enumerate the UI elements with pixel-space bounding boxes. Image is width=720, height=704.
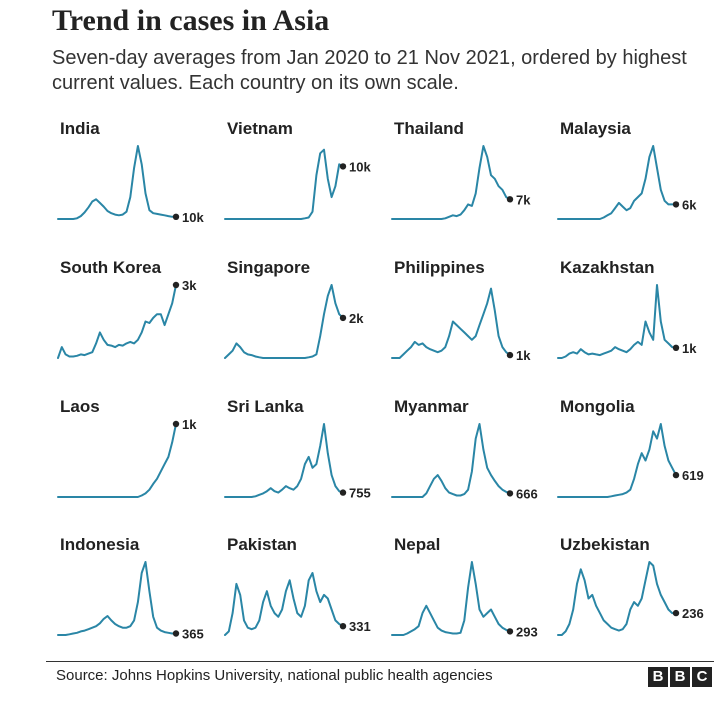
panel-name: Pakistan <box>227 535 297 554</box>
panel-uzbekistan: Uzbekistan 236 <box>557 535 704 636</box>
series-line <box>224 284 344 359</box>
chart-subtitle: Seven-day averages from Jan 2020 to 21 N… <box>52 47 687 94</box>
current-value-dot <box>172 420 180 428</box>
series-line <box>391 423 511 498</box>
bbc-logo: B B C <box>648 667 712 687</box>
current-value-label: 10k <box>182 210 204 225</box>
panel-vietnam: Vietnam 10k <box>224 119 371 220</box>
current-value-label: 6k <box>682 197 697 212</box>
current-value-label: 365 <box>182 627 204 642</box>
current-value-dot <box>672 609 680 617</box>
series-line <box>224 423 344 498</box>
panel-name: Mongolia <box>560 397 635 416</box>
current-value-dot <box>339 489 347 496</box>
panel-name: Vietnam <box>227 119 293 138</box>
panel-name: India <box>60 119 100 138</box>
panel-name: Singapore <box>227 258 310 277</box>
panel-name: Malaysia <box>560 119 631 138</box>
series-line <box>557 284 677 359</box>
series-line <box>224 148 344 220</box>
source-note: Source: Johns Hopkins University, nation… <box>56 667 493 684</box>
current-value-label: 331 <box>349 619 371 634</box>
current-value-label: 1k <box>516 348 531 363</box>
current-value-label: 236 <box>682 606 704 621</box>
current-value-dot <box>672 471 680 479</box>
current-value-dot <box>172 630 180 637</box>
panel-kazakhstan: Kazakhstan 1k <box>557 258 697 359</box>
current-value-dot <box>172 213 180 220</box>
current-value-label: 1k <box>682 341 697 356</box>
current-value-dot <box>672 201 680 208</box>
series-line <box>57 284 177 359</box>
footer-divider <box>46 661 714 662</box>
panel-philippines: Philippines 1k <box>391 258 531 363</box>
current-value-dot <box>506 490 514 497</box>
series-line <box>391 561 511 636</box>
logo-letter-b2: B <box>670 667 690 687</box>
panel-name: Indonesia <box>60 535 140 554</box>
current-value-dot <box>172 281 180 289</box>
current-value-label: 7k <box>516 192 531 207</box>
small-multiples-grid: India 10k Vietnam 10k Thailand 7k Malaysia 6k So… <box>57 119 704 642</box>
current-value-dot <box>339 163 347 170</box>
current-value-dot <box>506 196 514 203</box>
series-line <box>557 561 677 636</box>
panel-myanmar: Myanmar 666 <box>391 397 538 501</box>
panel-name: Thailand <box>394 119 464 138</box>
panel-laos: Laos 1k <box>57 397 197 498</box>
panel-name: Nepal <box>394 535 440 554</box>
panel-mongolia: Mongolia 619 <box>557 397 704 498</box>
series-line <box>391 145 511 220</box>
current-value-dot <box>339 314 347 322</box>
current-value-dot <box>672 344 680 351</box>
current-value-label: 10k <box>349 159 371 174</box>
logo-letter-b1: B <box>648 667 668 687</box>
panel-name: Philippines <box>394 258 485 277</box>
series-line <box>57 423 177 498</box>
current-value-label: 293 <box>516 624 538 639</box>
panel-singapore: Singapore 2k <box>224 258 364 359</box>
series-line <box>557 145 677 220</box>
series-line <box>224 572 344 636</box>
current-value-label: 619 <box>682 468 704 483</box>
current-value-label: 755 <box>349 486 371 501</box>
current-value-label: 1k <box>182 417 197 432</box>
current-value-label: 666 <box>516 486 538 501</box>
panel-name: Kazakhstan <box>560 258 654 277</box>
panel-name: Uzbekistan <box>560 535 650 554</box>
panel-india: India 10k <box>57 119 204 225</box>
panel-nepal: Nepal 293 <box>391 535 538 639</box>
panel-pakistan: Pakistan 331 <box>224 535 371 636</box>
series-line <box>557 423 677 498</box>
series-line <box>57 561 177 636</box>
chart-title: Trend in cases in Asia <box>52 4 330 37</box>
logo-letter-c: C <box>692 667 712 687</box>
current-value-label: 3k <box>182 278 197 293</box>
panel-name: Myanmar <box>394 397 469 416</box>
current-value-dot <box>506 628 514 635</box>
panel-name: Laos <box>60 397 100 416</box>
current-value-dot <box>506 351 514 359</box>
panel-south-korea: South Korea 3k <box>57 258 197 359</box>
panel-malaysia: Malaysia 6k <box>557 119 697 220</box>
current-value-dot <box>339 623 347 630</box>
series-line <box>391 287 511 359</box>
current-value-label: 2k <box>349 311 364 326</box>
series-line <box>57 145 177 220</box>
panel-indonesia: Indonesia 365 <box>57 535 204 642</box>
panel-sri-lanka: Sri Lanka 755 <box>224 397 371 501</box>
panel-name: South Korea <box>60 258 162 277</box>
panel-thailand: Thailand 7k <box>391 119 531 220</box>
panel-name: Sri Lanka <box>227 397 304 416</box>
